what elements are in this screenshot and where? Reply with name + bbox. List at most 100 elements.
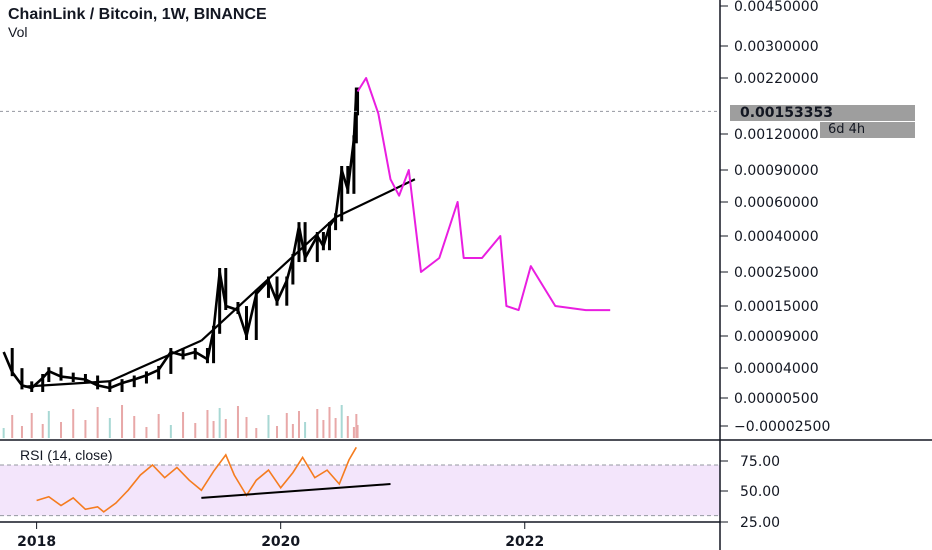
volume-bar xyxy=(72,409,75,438)
volume-bar xyxy=(182,412,185,438)
rsi-tick-label: 50.00 xyxy=(740,484,780,500)
candle xyxy=(120,379,124,392)
volume-bar xyxy=(108,418,111,438)
volume-bar xyxy=(47,411,50,438)
axes: 0.00450000 0.00300000 0.00220000 0.00120000… xyxy=(0,0,830,550)
volume-bar xyxy=(245,417,248,438)
price-tick-label: 0.00220000 xyxy=(734,71,819,87)
candle xyxy=(169,348,173,374)
volume-bar xyxy=(346,416,349,438)
candle xyxy=(20,368,24,390)
volume-bar xyxy=(84,420,87,438)
volume-bar xyxy=(145,427,148,438)
volume-bar xyxy=(60,422,63,438)
time-tick-label: 2020 xyxy=(261,534,300,550)
trendline xyxy=(109,339,202,383)
volume-bar xyxy=(11,415,14,438)
volume-label: Vol xyxy=(8,24,28,40)
volume-bar xyxy=(297,411,300,438)
volume-bar xyxy=(30,413,33,438)
candle xyxy=(285,276,289,306)
price-tick-label: −0.00002500 xyxy=(734,419,830,435)
volume-bar xyxy=(194,423,197,438)
volume-bar xyxy=(291,424,294,438)
candle xyxy=(346,166,350,194)
price-line xyxy=(2,90,359,390)
price-tick-label: 0.00120000 xyxy=(734,127,819,143)
candle xyxy=(205,348,209,364)
candle xyxy=(352,135,356,194)
candle xyxy=(41,374,45,392)
projection-drawing xyxy=(356,77,611,312)
volume-bar xyxy=(206,410,209,438)
candle xyxy=(47,367,51,382)
price-tick-label: 0.00300000 xyxy=(734,39,819,55)
volume-bar xyxy=(96,407,99,438)
volume-bar xyxy=(121,405,124,438)
time-tick-label: 2018 xyxy=(17,534,56,550)
volume-bar xyxy=(355,414,358,438)
projection-line xyxy=(356,77,611,312)
time-tick-label: 2022 xyxy=(505,534,544,550)
candle xyxy=(254,289,258,340)
rsi-tick-label: 25.00 xyxy=(740,515,780,531)
price-tick-label: 0.00009000 xyxy=(734,329,819,345)
candle xyxy=(193,348,197,360)
candle xyxy=(340,166,344,222)
rsi-tick-label: 75.00 xyxy=(740,454,780,470)
rsi-pane xyxy=(0,439,932,517)
volume-bar xyxy=(2,428,5,438)
candle xyxy=(245,306,249,340)
candle xyxy=(71,372,75,382)
volume-bar xyxy=(316,409,319,438)
volume-bar xyxy=(224,419,227,438)
volume-bar xyxy=(334,418,337,438)
candle xyxy=(10,348,14,377)
rsi-line xyxy=(36,446,357,513)
volume-bar xyxy=(133,416,136,438)
price-tick-label: 0.00015000 xyxy=(734,299,819,315)
candle xyxy=(212,325,216,364)
price-tick-label: 0.00090000 xyxy=(734,163,819,179)
volume-bar xyxy=(236,406,239,438)
candle xyxy=(334,213,338,231)
volume-bar xyxy=(285,413,288,438)
candle xyxy=(327,222,331,251)
volume-bar xyxy=(218,408,221,438)
volume-bar xyxy=(276,426,279,438)
candle xyxy=(132,375,136,388)
chart-title: ChainLink / Bitcoin, 1W, BINANCE xyxy=(8,6,267,23)
rsi-band xyxy=(0,465,720,516)
price-tick-label: 0.00000500 xyxy=(734,391,819,407)
volume-bar xyxy=(304,422,307,438)
volume-bar xyxy=(356,425,359,438)
candle xyxy=(266,276,270,298)
countdown-badge: 6d 4h xyxy=(820,122,915,138)
volume-bar xyxy=(352,427,355,438)
volume-bar xyxy=(255,428,258,438)
volume-bars xyxy=(2,405,359,438)
volume-bar xyxy=(157,414,160,438)
price-tick-label: 0.00060000 xyxy=(734,195,819,211)
candle xyxy=(303,222,307,263)
candle xyxy=(291,254,295,285)
volume-bar xyxy=(169,425,172,438)
candle xyxy=(275,276,279,306)
candle xyxy=(356,87,360,116)
trendline xyxy=(24,380,110,388)
volume-bar xyxy=(20,426,23,438)
candle xyxy=(354,87,358,144)
candle xyxy=(157,365,161,380)
volume-bar xyxy=(41,424,44,438)
candle xyxy=(144,371,148,384)
trendline xyxy=(200,216,337,342)
candle xyxy=(218,268,222,334)
trendlines xyxy=(0,110,720,388)
price-tick-label: 0.00004000 xyxy=(734,361,819,377)
rsi-trendline xyxy=(201,483,391,499)
candle xyxy=(297,222,301,263)
volume-bar xyxy=(340,405,343,438)
rsi-label: RSI (14, close) xyxy=(20,447,113,463)
volume-bar xyxy=(212,421,215,438)
